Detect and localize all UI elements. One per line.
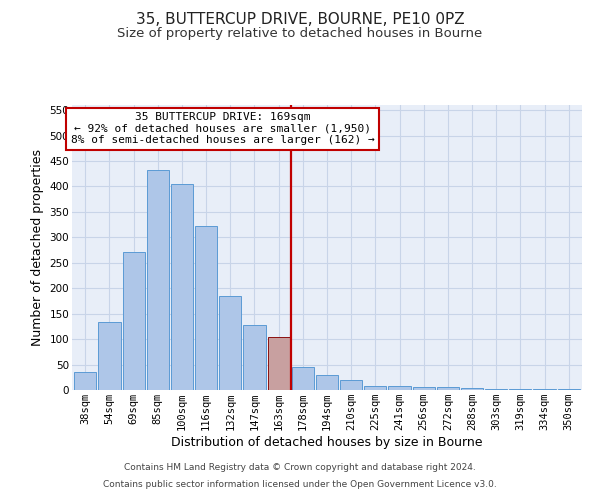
Text: Contains HM Land Registry data © Crown copyright and database right 2024.: Contains HM Land Registry data © Crown c… — [124, 464, 476, 472]
Bar — [388, 386, 410, 390]
Bar — [461, 388, 483, 390]
Bar — [509, 389, 532, 390]
Bar — [485, 389, 508, 390]
Bar — [364, 386, 386, 390]
Y-axis label: Number of detached properties: Number of detached properties — [31, 149, 44, 346]
Bar — [98, 322, 121, 390]
Bar — [195, 226, 217, 390]
Bar — [533, 389, 556, 390]
Bar — [316, 374, 338, 390]
Bar — [292, 366, 314, 390]
Text: 35 BUTTERCUP DRIVE: 169sqm
← 92% of detached houses are smaller (1,950)
8% of se: 35 BUTTERCUP DRIVE: 169sqm ← 92% of deta… — [71, 112, 374, 146]
Bar — [171, 184, 193, 390]
Bar — [557, 389, 580, 390]
Text: Contains public sector information licensed under the Open Government Licence v3: Contains public sector information licen… — [103, 480, 497, 489]
Bar — [244, 325, 266, 390]
Bar — [340, 380, 362, 390]
Bar — [146, 170, 169, 390]
Bar — [268, 337, 290, 390]
Text: 35, BUTTERCUP DRIVE, BOURNE, PE10 0PZ: 35, BUTTERCUP DRIVE, BOURNE, PE10 0PZ — [136, 12, 464, 28]
Bar — [413, 388, 435, 390]
Text: Size of property relative to detached houses in Bourne: Size of property relative to detached ho… — [118, 28, 482, 40]
Bar — [122, 252, 145, 390]
Bar — [219, 296, 241, 390]
X-axis label: Distribution of detached houses by size in Bourne: Distribution of detached houses by size … — [171, 436, 483, 449]
Bar — [74, 372, 97, 390]
Bar — [437, 388, 459, 390]
